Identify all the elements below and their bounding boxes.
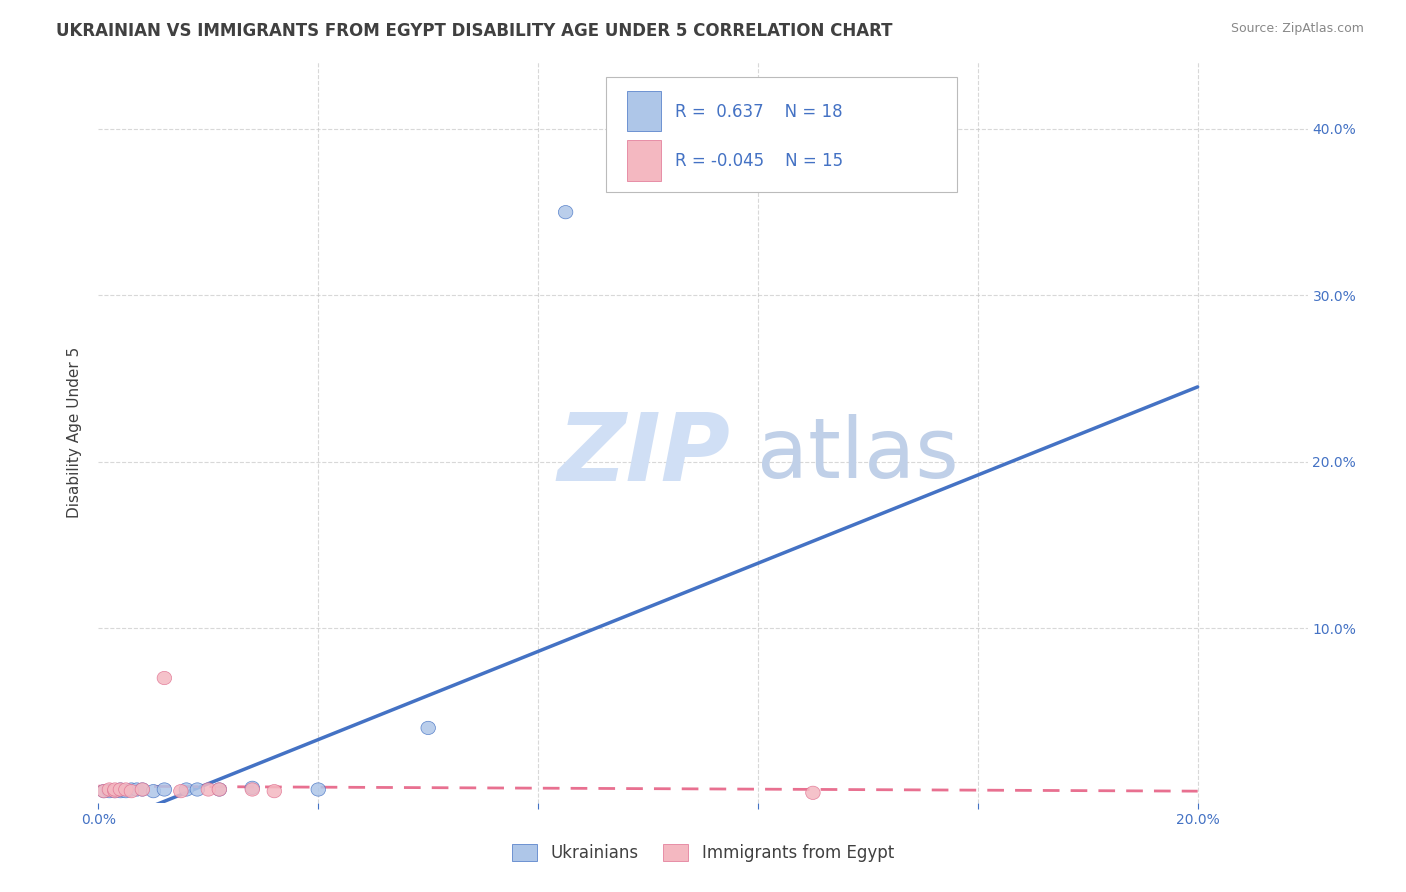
Ellipse shape (157, 672, 172, 685)
Ellipse shape (97, 784, 111, 797)
Ellipse shape (245, 783, 260, 797)
Ellipse shape (108, 783, 122, 797)
Ellipse shape (124, 783, 139, 797)
Ellipse shape (245, 781, 260, 795)
Ellipse shape (118, 784, 134, 797)
Text: atlas: atlas (758, 414, 959, 495)
FancyBboxPatch shape (627, 91, 661, 131)
Ellipse shape (118, 783, 134, 797)
Ellipse shape (190, 783, 205, 797)
Ellipse shape (97, 784, 111, 797)
Ellipse shape (201, 783, 215, 797)
Ellipse shape (112, 784, 128, 797)
Text: UKRAINIAN VS IMMIGRANTS FROM EGYPT DISABILITY AGE UNDER 5 CORRELATION CHART: UKRAINIAN VS IMMIGRANTS FROM EGYPT DISAB… (56, 22, 893, 40)
FancyBboxPatch shape (627, 140, 661, 181)
Ellipse shape (108, 784, 122, 797)
Text: ZIP: ZIP (558, 409, 731, 500)
Ellipse shape (129, 783, 145, 797)
Ellipse shape (135, 783, 149, 797)
Ellipse shape (157, 783, 172, 797)
Ellipse shape (420, 722, 436, 735)
Ellipse shape (806, 786, 820, 799)
Ellipse shape (173, 784, 188, 797)
FancyBboxPatch shape (606, 78, 957, 192)
Ellipse shape (212, 783, 226, 797)
Ellipse shape (267, 784, 281, 797)
Ellipse shape (103, 783, 117, 797)
Text: Source: ZipAtlas.com: Source: ZipAtlas.com (1230, 22, 1364, 36)
Ellipse shape (124, 784, 139, 797)
Text: R = -0.045    N = 15: R = -0.045 N = 15 (675, 152, 844, 169)
Ellipse shape (135, 783, 149, 797)
Ellipse shape (212, 783, 226, 797)
Text: R =  0.637    N = 18: R = 0.637 N = 18 (675, 103, 842, 121)
Ellipse shape (103, 784, 117, 797)
Ellipse shape (112, 783, 128, 797)
Ellipse shape (179, 783, 194, 797)
Ellipse shape (558, 205, 572, 219)
Y-axis label: Disability Age Under 5: Disability Age Under 5 (67, 347, 83, 518)
Ellipse shape (112, 783, 128, 797)
Ellipse shape (311, 783, 326, 797)
Ellipse shape (108, 784, 122, 797)
Legend: Ukrainians, Immigrants from Egypt: Ukrainians, Immigrants from Egypt (505, 837, 901, 869)
Ellipse shape (146, 784, 160, 797)
